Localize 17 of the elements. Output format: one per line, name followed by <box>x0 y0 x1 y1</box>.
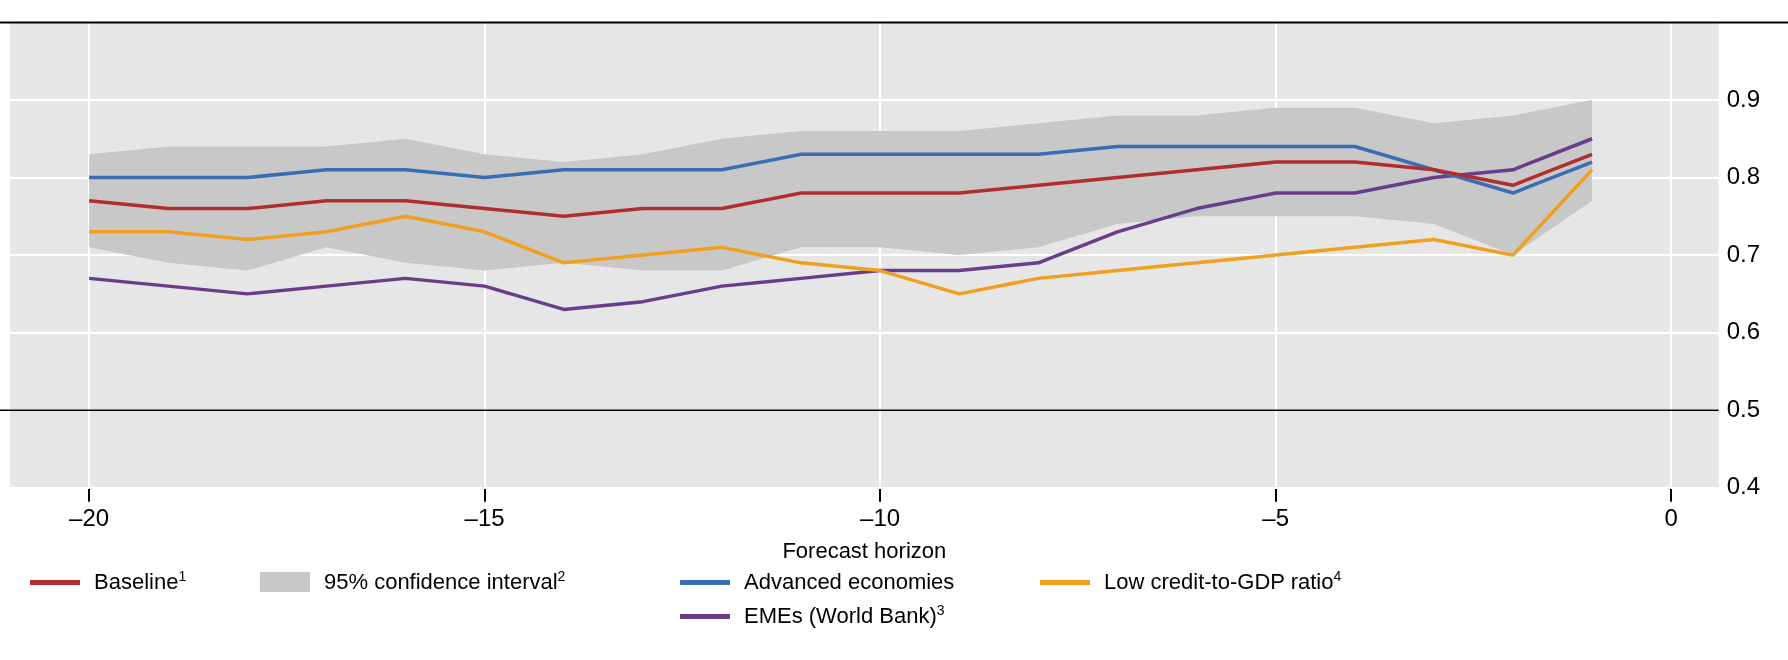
y-tick-label: 0.4 <box>1726 472 1761 500</box>
legend-label: 95% confidence interval$^{2}$ <box>324 568 566 596</box>
x-tick-label: –5 <box>1262 503 1290 531</box>
legend-label: Advanced economies <box>744 569 955 595</box>
y-tick-label: 0.9 <box>1726 84 1761 112</box>
x-tick-label: –20 <box>69 503 110 531</box>
y-tick-label: 0.5 <box>1726 394 1761 422</box>
x-tick-label: –10 <box>860 503 901 531</box>
legend-label: Low credit-to-GDP ratio$^{4}$ <box>1104 568 1342 596</box>
x-tick-label: 0 <box>1664 503 1678 531</box>
y-tick-label: 0.6 <box>1726 317 1761 345</box>
x-axis-title: Forecast horizon <box>782 537 947 563</box>
x-tick-label: –15 <box>464 503 505 531</box>
y-tick-label: 0.7 <box>1726 239 1761 267</box>
y-tick-label: 0.8 <box>1726 162 1761 190</box>
legend-label: Baseline$^{1}$ <box>94 568 187 596</box>
legend-label: EMEs (World Bank)$^{3}$ <box>744 602 945 630</box>
